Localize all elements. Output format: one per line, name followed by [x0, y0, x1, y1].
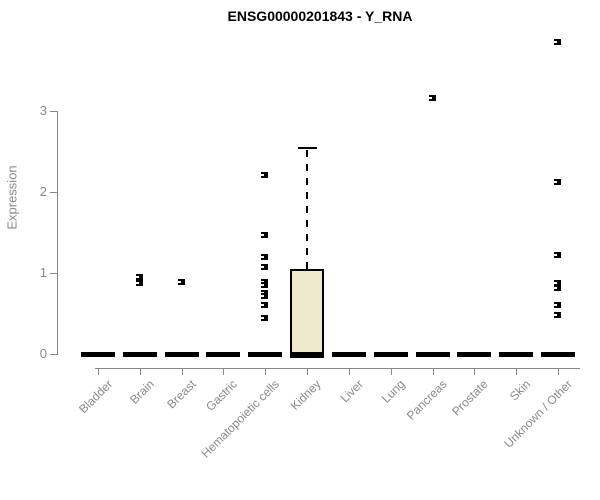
- y-tick-label: 0: [39, 346, 47, 361]
- outlier-point: [261, 253, 268, 260]
- whisker: [306, 149, 308, 269]
- y-axis-tick: [50, 273, 57, 274]
- x-axis-tick: [474, 368, 475, 375]
- y-axis-line: [57, 111, 58, 355]
- x-axis-tick: [223, 368, 224, 375]
- median-line: [541, 352, 575, 357]
- x-axis-line: [95, 368, 580, 369]
- outlier-point: [261, 315, 268, 322]
- outlier-point: [554, 302, 561, 309]
- outlier-point: [178, 278, 185, 285]
- outlier-point: [261, 171, 268, 178]
- median-line: [123, 352, 157, 357]
- x-axis-tick: [98, 368, 99, 375]
- x-axis-tick: [182, 368, 183, 375]
- outlier-point: [429, 95, 436, 102]
- median-line: [290, 352, 324, 357]
- x-axis-tick: [516, 368, 517, 375]
- x-tick-label: Hematopoietic cells: [198, 377, 282, 461]
- outlier-point: [554, 179, 561, 186]
- outlier-point: [261, 293, 268, 300]
- outlier-point: [261, 302, 268, 309]
- x-axis-tick: [558, 368, 559, 375]
- y-axis-label: Expression: [4, 165, 20, 230]
- y-tick-label: 1: [39, 265, 47, 280]
- y-tick-label: 2: [39, 184, 47, 199]
- outlier-point: [554, 284, 561, 291]
- median-line: [374, 352, 408, 357]
- x-tick-label: Lung: [379, 377, 408, 406]
- outlier-point: [136, 279, 143, 286]
- x-axis-tick: [391, 368, 392, 375]
- outlier-point: [554, 312, 561, 319]
- outlier-point: [261, 231, 268, 238]
- outlier-point: [261, 282, 268, 289]
- x-tick-label: Pancreas: [404, 377, 450, 423]
- x-tick-label: Prostate: [449, 377, 491, 419]
- x-axis-tick: [307, 368, 308, 375]
- whisker-cap: [298, 146, 317, 149]
- median-line: [206, 352, 240, 357]
- box: [290, 268, 324, 358]
- y-axis-tick: [50, 354, 57, 355]
- outlier-point: [261, 290, 268, 297]
- outlier-point: [261, 278, 268, 285]
- x-tick-label: Breast: [164, 377, 199, 412]
- outlier-point: [554, 279, 561, 286]
- x-tick-label: Liver: [337, 377, 366, 406]
- y-axis-tick: [50, 111, 57, 112]
- chart-title: ENSG00000201843 - Y_RNA: [227, 8, 413, 24]
- outlier-point: [261, 264, 268, 271]
- y-tick-label: 3: [39, 103, 47, 118]
- x-tick-label: Skin: [506, 377, 533, 404]
- x-axis-tick: [433, 368, 434, 375]
- x-tick-label: Brain: [127, 377, 157, 407]
- x-axis-tick: [140, 368, 141, 375]
- outlier-point: [136, 274, 143, 281]
- outlier-point: [554, 252, 561, 259]
- median-line: [165, 352, 199, 357]
- median-line: [81, 352, 115, 357]
- median-line: [332, 352, 366, 357]
- median-line: [499, 352, 533, 357]
- median-line: [248, 352, 282, 357]
- outlier-point: [554, 39, 561, 46]
- x-axis-tick: [349, 368, 350, 375]
- median-line: [416, 352, 450, 357]
- x-tick-label: Bladder: [75, 377, 115, 417]
- median-line: [457, 352, 491, 357]
- x-tick-label: Kidney: [288, 377, 324, 413]
- x-axis-tick: [265, 368, 266, 375]
- y-axis-tick: [50, 192, 57, 193]
- x-tick-label: Gastric: [203, 377, 240, 414]
